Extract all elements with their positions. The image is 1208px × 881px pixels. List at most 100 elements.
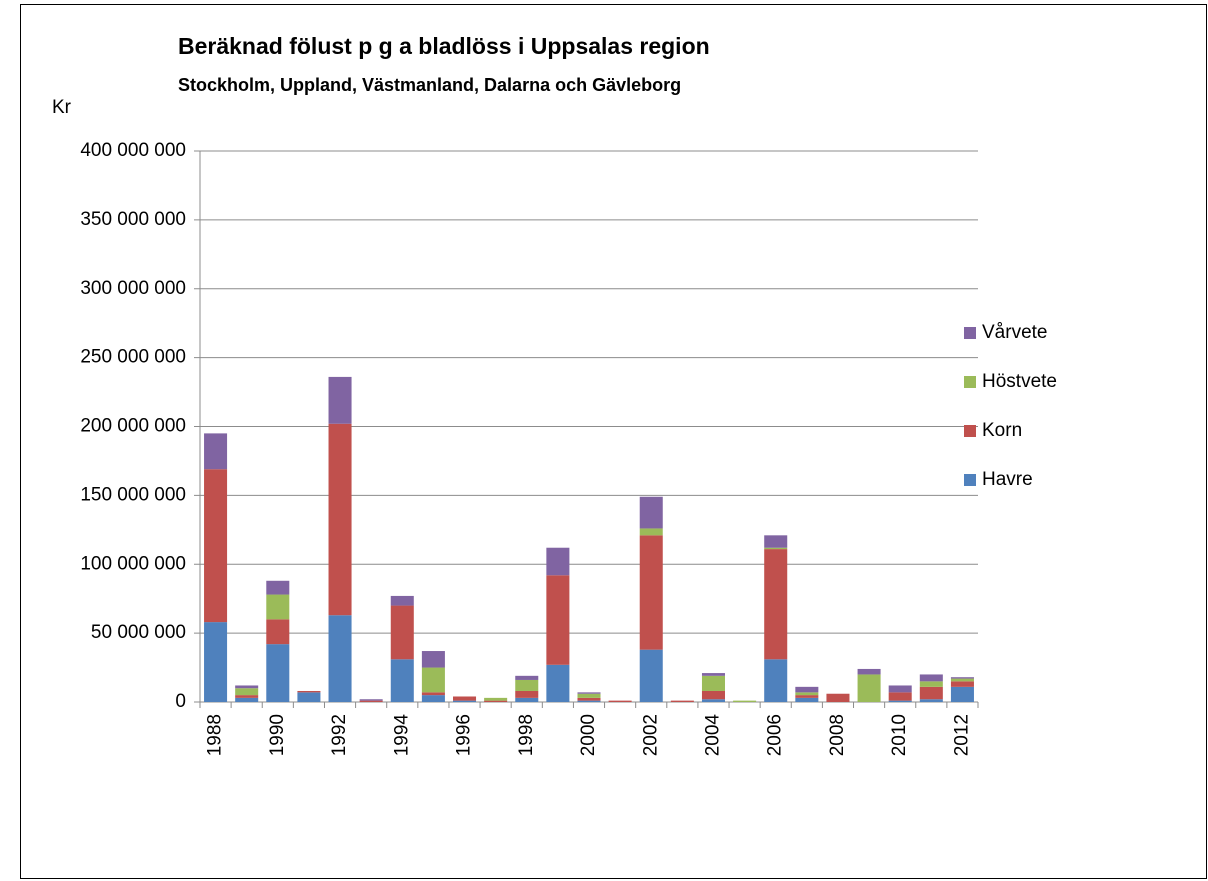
y-tick-label: 400 000 000 (80, 140, 186, 161)
legend-swatch (964, 327, 976, 339)
bar-segment (888, 685, 912, 693)
bar-segment (421, 651, 445, 668)
bar-segment (204, 622, 228, 702)
bar-segment (577, 700, 601, 702)
x-tick-label: 2008 (827, 714, 848, 756)
bar-segment (204, 469, 228, 623)
bar-segment (919, 681, 943, 687)
bar-segment (577, 693, 601, 698)
bar-segment (421, 695, 445, 702)
bar-segment (950, 681, 974, 687)
legend-label: Vårvete (982, 322, 1047, 343)
legend-swatch (964, 425, 976, 437)
bar-segment (733, 700, 757, 702)
y-tick-label: 150 000 000 (80, 484, 186, 505)
legend-swatch (964, 376, 976, 388)
bar-segment (266, 644, 290, 702)
bar-segment (546, 664, 570, 702)
bar-segment (639, 528, 663, 536)
bar-segment (764, 547, 788, 550)
y-tick-label: 200 000 000 (80, 416, 186, 437)
bar-segment (950, 677, 974, 679)
bar-segment (484, 700, 508, 702)
bar-segment (546, 575, 570, 665)
x-tick-label: 1994 (391, 714, 412, 757)
x-tick-label: 2000 (578, 714, 599, 756)
bar-segment (670, 700, 694, 702)
bar-segment (950, 686, 974, 702)
chart-title: Beräknad fölust p g a bladlöss i Uppsala… (178, 33, 710, 59)
bar-segment (701, 673, 725, 676)
x-tick-label: 1992 (329, 714, 350, 756)
bar-segment (639, 496, 663, 529)
bar-segment (764, 549, 788, 660)
bar-segment (764, 659, 788, 702)
bar-segment (515, 675, 539, 680)
x-tick-label: 2010 (889, 714, 910, 756)
legend-label: Korn (982, 420, 1022, 441)
x-tick-label: 1990 (267, 714, 288, 756)
bar-segment (795, 697, 819, 702)
bar-segment (235, 688, 259, 696)
bar-segment (390, 659, 414, 702)
bar-segment (857, 674, 881, 702)
x-tick-label: 2006 (765, 714, 786, 756)
bar-segment (888, 692, 912, 701)
x-tick-label: 1988 (205, 714, 226, 756)
bar-segment (390, 595, 414, 606)
bar-segment (950, 678, 974, 682)
bar-segment (328, 376, 352, 424)
bar-segment (701, 690, 725, 700)
bar-segment (608, 700, 632, 702)
bar-segment (701, 699, 725, 702)
bar-segment (764, 535, 788, 548)
bar-segment (266, 594, 290, 620)
y-tick-label: 100 000 000 (80, 553, 186, 574)
bar-segment (359, 699, 383, 701)
bar-segment (919, 674, 943, 682)
bar-segment (515, 690, 539, 698)
bar-segment (266, 580, 290, 595)
bar-segment (421, 692, 445, 696)
bar-segment (795, 692, 819, 696)
bar-segment (235, 685, 259, 689)
y-axis-label: Kr (52, 97, 72, 118)
bar-segment (297, 690, 321, 693)
bar-segment (857, 668, 881, 675)
x-tick-label: 1996 (454, 714, 475, 756)
bar-segment (515, 679, 539, 691)
bar-segment (235, 697, 259, 702)
y-tick-label: 300 000 000 (80, 278, 186, 299)
x-tick-label: 1998 (516, 714, 537, 756)
bar-segment (328, 615, 352, 702)
legend-label: Höstvete (982, 371, 1057, 392)
x-tick-label: 2002 (640, 714, 661, 756)
bar-segment (421, 667, 445, 693)
bar-segment (484, 697, 508, 701)
bar-segment (515, 697, 539, 702)
bar-segment (266, 619, 290, 645)
bar-segment (577, 692, 601, 694)
y-tick-label: 350 000 000 (80, 209, 186, 230)
bar-segment (795, 695, 819, 698)
bar-segment (639, 535, 663, 650)
bar-segment (359, 700, 383, 702)
bar-segment (453, 696, 477, 701)
bar-segment (919, 699, 943, 702)
y-tick-label: 250 000 000 (80, 347, 186, 368)
legend-swatch (964, 474, 976, 486)
x-tick-label: 2012 (951, 714, 972, 756)
bar-segment (546, 547, 570, 576)
bar-segment (453, 700, 477, 702)
bar-segment (888, 700, 912, 702)
bar-segment (328, 423, 352, 616)
bar-segment (297, 692, 321, 702)
bar-segment (795, 686, 819, 693)
chart-frame (20, 4, 1207, 879)
bar-segment (577, 697, 601, 701)
chart-subtitle: Stockholm, Uppland, Västmanland, Dalarna… (178, 75, 681, 95)
bar-segment (639, 649, 663, 702)
legend-label: Havre (982, 469, 1033, 490)
y-tick-label: 50 000 000 (91, 622, 186, 643)
